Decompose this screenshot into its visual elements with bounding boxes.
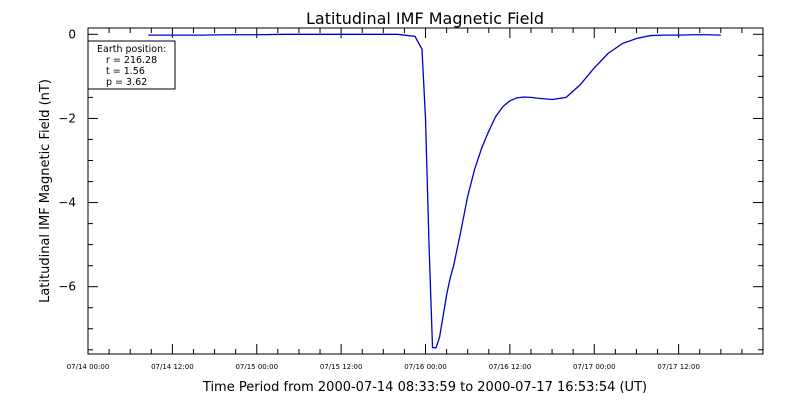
x-tick-label: 07/14 12:00 — [151, 363, 194, 371]
y-tick-label: −2 — [58, 111, 76, 125]
y-tick-label: −6 — [58, 280, 76, 294]
x-tick-label: 07/14 00:00 — [67, 363, 110, 371]
legend-line-2: r = 216.28 — [106, 55, 157, 66]
y-axis-label: Latitudinal IMF Magnetic Field (nT) — [38, 79, 53, 303]
x-tick-label: 07/16 00:00 — [404, 363, 447, 371]
series-line-latitudinal-imf — [148, 33, 721, 349]
x-tick-label: 07/16 12:00 — [489, 363, 532, 371]
legend-line-4: p = 3.62 — [106, 77, 147, 88]
x-tick-label: 07/17 12:00 — [657, 363, 700, 371]
chart-title: Latitudinal IMF Magnetic Field — [306, 9, 544, 28]
axis-ticks — [87, 28, 763, 354]
y-tick-labels: 0 −2 −4 −6 — [58, 27, 76, 293]
y-tick-label: 0 — [68, 27, 76, 41]
x-tick-label: 07/17 00:00 — [573, 363, 616, 371]
plot-frame — [87, 27, 764, 355]
x-tick-label: 07/15 12:00 — [320, 363, 363, 371]
legend-frame — [87, 40, 176, 90]
y-tick-label: −4 — [58, 196, 76, 210]
legend-line-1: Earth position: — [97, 44, 166, 55]
legend-box: Earth position: r = 216.28 t = 1.56 p = … — [87, 40, 176, 90]
x-tick-labels: 07/14 00:00 07/14 12:00 07/15 00:00 07/15 1… — [67, 363, 700, 371]
x-tick-label: 07/15 00:00 — [235, 363, 278, 371]
legend-line-3: t = 1.56 — [106, 66, 145, 77]
x-axis-label: Time Period from 2000-07-14 08:33:59 to … — [202, 380, 647, 395]
